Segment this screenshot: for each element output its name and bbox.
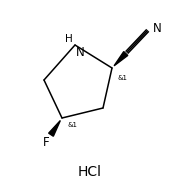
Text: H: H [65,34,73,44]
Text: N: N [153,21,162,35]
Text: N: N [76,46,85,59]
Text: &1: &1 [117,75,127,81]
Text: &1: &1 [67,122,77,128]
Text: F: F [43,136,49,149]
Text: HCl: HCl [78,165,102,179]
Polygon shape [49,121,60,136]
Polygon shape [114,51,128,66]
